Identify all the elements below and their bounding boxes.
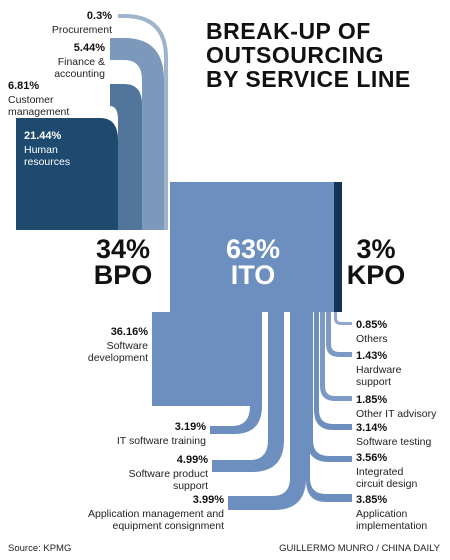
bpo-flow-finance bbox=[110, 38, 164, 230]
item-label: IT software training bbox=[116, 435, 206, 447]
item-label: Integrated bbox=[356, 466, 404, 478]
ito-percent: 63% bbox=[225, 234, 281, 264]
ito-branch-hardware-support bbox=[326, 312, 352, 357]
item-label: Software testing bbox=[356, 436, 432, 448]
item-label: Hardware bbox=[356, 364, 402, 376]
ito-item-application-implementation: 3.85% Application implementation bbox=[356, 490, 427, 532]
ito-branch-other-it-advisory bbox=[320, 312, 352, 401]
ito-block bbox=[170, 182, 334, 312]
item-label: Finance & bbox=[57, 56, 105, 68]
ito-item-application-management: 3.99% Application management and equipme… bbox=[88, 490, 224, 532]
item-label: Software product bbox=[128, 468, 208, 480]
item-percent: 1.85% bbox=[356, 394, 388, 406]
title-line-1: BREAK-UP OF bbox=[206, 18, 371, 44]
ito-branch-others bbox=[334, 312, 352, 325]
item-percent: 5.44% bbox=[73, 42, 105, 54]
credit-note: GUILLERMO MUNRO / CHINA DAILY bbox=[279, 543, 440, 554]
item-label: Application management and bbox=[87, 508, 224, 520]
ito-branch-it-software-training bbox=[210, 312, 262, 434]
bpo-item-procurement: 0.3% Procurement bbox=[52, 6, 112, 36]
item-label: resources bbox=[24, 156, 71, 168]
item-percent: 36.16% bbox=[110, 326, 148, 338]
item-percent: 4.99% bbox=[176, 454, 208, 466]
kpo-name: KPO bbox=[346, 260, 406, 291]
item-label: accounting bbox=[54, 68, 105, 80]
item-percent: 0.85% bbox=[356, 319, 388, 331]
item-percent: 3.99% bbox=[192, 494, 224, 506]
item-percent: 3.19% bbox=[174, 421, 206, 433]
ito-label: 63% ITO bbox=[208, 234, 298, 291]
ito-item-software-development: 36.16% Software development bbox=[88, 322, 148, 364]
ito-item-other-it-advisory: 1.85% Other IT advisory bbox=[356, 390, 436, 420]
ito-name: ITO bbox=[230, 260, 276, 291]
bpo-name: BPO bbox=[93, 260, 153, 291]
kpo-bar bbox=[334, 182, 342, 312]
bpo-label: 34% BPO bbox=[78, 234, 168, 291]
item-label: Software bbox=[106, 340, 148, 352]
ito-item-others: 0.85% Others bbox=[356, 315, 388, 345]
ito-item-software-product-support: 4.99% Software product support bbox=[129, 450, 208, 492]
item-label: support bbox=[172, 480, 208, 492]
ito-item-software-testing: 3.14% Software testing bbox=[356, 418, 431, 448]
title-line-2: OUTSOURCING bbox=[206, 41, 384, 68]
ito-branch-software-development bbox=[152, 312, 250, 406]
ito-branch-application-management bbox=[228, 312, 306, 510]
item-percent: 1.43% bbox=[356, 350, 388, 362]
bpo-percent: 34% bbox=[95, 234, 151, 264]
ito-branch-software-product-support bbox=[212, 312, 284, 472]
bpo-item-finance: 5.44% Finance & accounting bbox=[54, 38, 105, 80]
page-title: BREAK-UP OF OUTSOURCING BY SERVICE LINE bbox=[206, 18, 411, 92]
item-percent: 3.85% bbox=[356, 494, 388, 506]
ito-item-it-software-training: 3.19% IT software training bbox=[117, 417, 206, 447]
item-label: equipment consignment bbox=[112, 520, 225, 532]
item-label: Procurement bbox=[51, 24, 112, 36]
item-percent: 0.3% bbox=[86, 10, 112, 22]
bpo-flow-hr bbox=[16, 118, 118, 230]
bpo-item-customer: 6.81% Customer management bbox=[8, 76, 69, 118]
item-percent: 3.56% bbox=[356, 452, 388, 464]
source-note: Source: KPMG bbox=[8, 543, 72, 554]
title-line-3: BY SERVICE LINE bbox=[206, 65, 411, 92]
item-label: Human bbox=[24, 144, 58, 156]
item-label: Other IT advisory bbox=[356, 408, 437, 420]
kpo-label: 3% KPO bbox=[340, 234, 412, 291]
ito-item-hardware-support: 1.43% Hardware support bbox=[356, 346, 402, 388]
item-label: Customer bbox=[8, 94, 54, 106]
ito-branch-integrated-circuit-design bbox=[307, 312, 352, 462]
item-percent: 21.44% bbox=[24, 130, 62, 142]
item-label: management bbox=[8, 106, 70, 118]
item-percent: 3.14% bbox=[356, 422, 388, 434]
ito-branch-software-testing bbox=[314, 312, 352, 430]
item-label: development bbox=[87, 352, 148, 364]
item-label: Application bbox=[356, 508, 408, 520]
item-label: Others bbox=[356, 333, 388, 345]
item-label: circuit design bbox=[356, 478, 418, 490]
kpo-percent: 3% bbox=[356, 234, 396, 264]
item-label: implementation bbox=[356, 520, 428, 532]
ito-item-integrated-circuit-design: 3.56% Integrated circuit design bbox=[356, 448, 417, 490]
bpo-flow-procurement bbox=[118, 14, 168, 230]
item-label: support bbox=[356, 376, 392, 388]
item-percent: 6.81% bbox=[8, 80, 40, 92]
bpo-item-hr: 21.44% Human resources bbox=[24, 126, 70, 168]
